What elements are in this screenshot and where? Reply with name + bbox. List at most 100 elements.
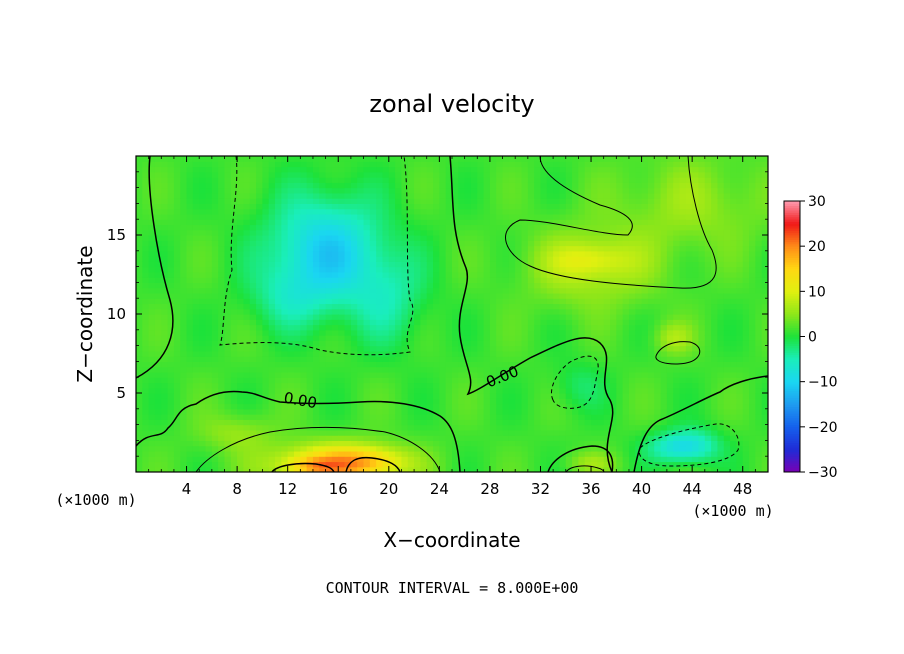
heatmap-cell (363, 240, 371, 247)
heatmap-cell (610, 345, 617, 352)
heatmap-cell (414, 282, 421, 289)
heatmap-cell (458, 382, 466, 389)
heatmap-cell (597, 456, 605, 463)
heatmap-cell (218, 435, 226, 441)
heatmap-cell (527, 156, 535, 162)
heatmap-cell (243, 445, 251, 452)
heatmap-cell (357, 456, 365, 463)
heatmap-cell (502, 203, 510, 210)
heatmap-cell (445, 256, 453, 262)
heatmap-cell (205, 298, 213, 305)
heatmap-cell (527, 266, 535, 273)
heatmap-cell (243, 203, 251, 210)
heatmap-cell (287, 393, 295, 399)
heatmap-cell (325, 292, 333, 299)
heatmap-cell (647, 435, 655, 441)
heatmap-cell (344, 461, 352, 468)
heatmap-cell (281, 450, 289, 457)
heatmap-cell (325, 229, 333, 236)
heatmap-cell (249, 387, 257, 394)
heatmap-cell (546, 329, 554, 336)
heatmap-cell (154, 187, 162, 194)
heatmap-cell (464, 219, 472, 226)
heatmap-cell (414, 271, 421, 278)
heatmap-cell (319, 213, 327, 220)
heatmap-cell (597, 366, 605, 373)
heatmap-cell (230, 192, 238, 199)
heatmap-cell (344, 292, 352, 299)
heatmap-cell (464, 408, 472, 415)
heatmap-cell (249, 240, 257, 247)
heatmap-cell (445, 250, 453, 257)
heatmap-cell (502, 414, 510, 420)
heatmap-cell (572, 266, 579, 273)
heatmap-cell (161, 303, 169, 310)
heatmap-cell (275, 166, 282, 173)
heatmap-cell (376, 282, 384, 289)
heatmap-cell (401, 356, 409, 362)
heatmap-cell (230, 314, 238, 320)
heatmap-cell (224, 166, 232, 173)
heatmap-cell (199, 203, 207, 210)
heatmap-cell (243, 298, 251, 305)
heatmap-cell (211, 182, 219, 189)
heatmap-cell (325, 250, 333, 257)
heatmap-cell (584, 161, 592, 168)
heatmap-cell (382, 261, 390, 268)
heatmap-cell (180, 282, 188, 289)
heatmap-cell (477, 356, 485, 362)
heatmap-cell (477, 382, 485, 389)
heatmap-cell (224, 235, 232, 241)
heatmap-cell (420, 271, 428, 278)
heatmap-cell (597, 419, 605, 426)
heatmap-cell (161, 345, 169, 352)
heatmap-cell (477, 414, 485, 420)
heatmap-cell (281, 377, 289, 384)
heatmap-cell (154, 303, 162, 310)
heatmap-cell (142, 166, 150, 173)
heatmap-cell (477, 377, 485, 384)
heatmap-cell (350, 229, 358, 236)
heatmap-cell (230, 250, 238, 257)
heatmap-cell (407, 282, 415, 289)
heatmap-cell (180, 240, 188, 247)
heatmap-cell (414, 361, 421, 368)
heatmap-cell (527, 203, 535, 210)
heatmap-cell (470, 314, 478, 320)
heatmap-cell (641, 345, 649, 352)
heatmap-cell (515, 166, 523, 173)
heatmap-cell (641, 403, 649, 410)
heatmap-cell (180, 156, 188, 162)
heatmap-cell (275, 256, 282, 262)
heatmap-cell (660, 450, 668, 457)
heatmap-cell (603, 308, 611, 315)
heatmap-cell (275, 466, 282, 472)
heatmap-cell (515, 250, 523, 257)
heatmap-cell (483, 350, 491, 357)
heatmap-cell (136, 219, 143, 226)
heatmap-cell (521, 298, 529, 305)
heatmap-cell (243, 308, 251, 315)
heatmap-cell (433, 308, 440, 315)
heatmap-cell (243, 356, 251, 362)
heatmap-cell (521, 277, 529, 283)
heatmap-cell (445, 314, 453, 320)
heatmap-cell (363, 371, 371, 378)
heatmap-cell (199, 393, 207, 399)
heatmap-cell (338, 440, 346, 447)
heatmap-cell (654, 177, 662, 183)
heatmap-cell (382, 298, 390, 305)
heatmap-cell (243, 192, 251, 199)
heatmap-cell (167, 393, 175, 399)
heatmap-cell (559, 198, 567, 204)
heatmap-cell (610, 324, 617, 331)
heatmap-cell (483, 177, 491, 183)
heatmap-cell (458, 398, 466, 405)
heatmap-cell (192, 303, 200, 310)
heatmap-cell (256, 292, 263, 299)
heatmap-cell (382, 366, 390, 373)
heatmap-cell (426, 303, 434, 310)
heatmap-cell (395, 350, 403, 357)
heatmap-cell (654, 192, 662, 199)
heatmap-cell (161, 171, 169, 178)
